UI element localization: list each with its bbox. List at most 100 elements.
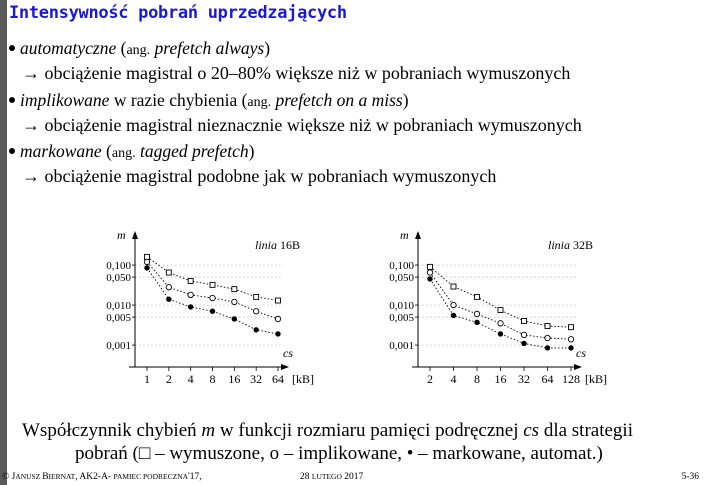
data-point-dot bbox=[209, 308, 216, 314]
data-point-dot bbox=[474, 319, 480, 326]
bullet-term: markowane bbox=[20, 141, 102, 161]
footer-text: © bbox=[2, 472, 12, 482]
x-tick-label: 8 bbox=[474, 372, 480, 386]
bullet-text: ( bbox=[116, 38, 127, 58]
y-tick-label: 0,001 bbox=[106, 340, 131, 352]
x-tick-label: 32 bbox=[518, 372, 530, 386]
bullet-effect: → obciążenie magistral o 20–80% większe … bbox=[22, 63, 571, 83]
data-point-circle bbox=[143, 258, 151, 266]
data-point-square bbox=[165, 269, 172, 276]
data-point-square bbox=[231, 286, 238, 293]
series-line-square bbox=[429, 266, 572, 328]
data-point-dot bbox=[497, 331, 504, 337]
footer-author: © Janusz Biernat, AK2-A- pamiec podreczn… bbox=[2, 472, 202, 482]
figure-caption-line1: Współczynnik chybień m w funkcji rozmiar… bbox=[22, 420, 633, 442]
data-point-dot bbox=[544, 345, 551, 351]
x-tick-label: 8 bbox=[210, 372, 216, 386]
data-point-circle bbox=[497, 320, 504, 327]
data-point-dot bbox=[253, 327, 259, 333]
data-point-dot bbox=[521, 340, 527, 347]
slide-title: Intensywność pobrań uprzedzających bbox=[9, 3, 347, 23]
footer-page-number: 5-36 bbox=[681, 472, 699, 482]
data-point-circle bbox=[450, 301, 457, 309]
data-point-square bbox=[497, 307, 504, 314]
y-axis-arrow-icon bbox=[415, 231, 421, 239]
x-tick-label: 1 bbox=[144, 372, 150, 386]
x-tick-label: 64 bbox=[272, 372, 284, 386]
data-point-square bbox=[568, 324, 574, 331]
footer-text: pamiec podreczna bbox=[113, 472, 188, 481]
y-tick-label: 0,001 bbox=[389, 340, 414, 352]
footer-text: '17, bbox=[188, 472, 202, 482]
data-point-square bbox=[450, 283, 457, 290]
data-point-square bbox=[474, 293, 480, 300]
x-tick-label: 16 bbox=[228, 372, 240, 386]
caption-text: Współczynnik chybień bbox=[22, 420, 202, 441]
annotation-value: 32B bbox=[573, 238, 593, 252]
data-point-dot bbox=[144, 265, 150, 271]
footer-text: 28 bbox=[300, 472, 312, 482]
x-axis-label: cs bbox=[576, 346, 586, 360]
x-tick-label: 2 bbox=[166, 372, 172, 386]
y-tick-label: 0,010 bbox=[106, 300, 131, 312]
data-point-circle bbox=[231, 298, 238, 306]
y-axis-arrow-icon bbox=[132, 231, 138, 239]
bullet-text: ) bbox=[248, 141, 255, 161]
data-point-circle bbox=[187, 291, 194, 298]
y-tick-label: 0,100 bbox=[106, 260, 131, 272]
bullet-tagged: markowane (ang. tagged prefetch) bbox=[9, 141, 254, 162]
data-point-square bbox=[187, 278, 194, 284]
bullet-dot-icon bbox=[9, 97, 15, 104]
x-tick-label: 4 bbox=[451, 372, 457, 386]
chart-annotation: linia 32B bbox=[548, 238, 593, 252]
footer-text: B bbox=[42, 472, 49, 482]
bullet-term: automatyczne bbox=[20, 38, 117, 58]
figure-caption-line2: pobrań (□ – wymuszone, o – implikowane, … bbox=[75, 443, 603, 464]
bullet-text: ) bbox=[402, 90, 409, 110]
data-point-square bbox=[544, 323, 551, 329]
bullet-text: ( bbox=[101, 141, 112, 161]
x-tick-label: 128 bbox=[562, 372, 580, 386]
x-tick-label: 2 bbox=[427, 372, 433, 386]
x-axis-arrow-icon bbox=[281, 364, 289, 370]
x-axis-label: cs bbox=[283, 346, 293, 360]
data-point-circle bbox=[473, 310, 481, 318]
footer-text: anusz bbox=[15, 472, 43, 481]
data-point-dot bbox=[166, 296, 172, 302]
y-tick-label: 0,005 bbox=[106, 312, 131, 324]
bullet-ang: ang. bbox=[247, 95, 272, 110]
caption-text: dla strategii bbox=[539, 420, 633, 441]
footer-text: iernat bbox=[48, 472, 76, 481]
data-point-dot bbox=[231, 316, 238, 322]
y-tick-label: 0,050 bbox=[106, 272, 131, 284]
bullet-ang: ang. bbox=[111, 146, 136, 161]
y-axis-label: m bbox=[117, 228, 126, 242]
data-point-circle bbox=[544, 334, 551, 342]
left-accent-bar bbox=[0, 0, 7, 485]
data-point-circle bbox=[274, 315, 282, 323]
x-unit-label: [kB] bbox=[292, 372, 314, 386]
bullet-eng: prefetch on a miss bbox=[275, 90, 403, 110]
data-point-square bbox=[275, 297, 281, 304]
caption-symbol-m: m bbox=[201, 420, 216, 441]
footer-text: 2017 bbox=[341, 472, 364, 482]
x-axis-arrow-icon bbox=[574, 364, 582, 370]
bullet-dot-icon bbox=[9, 45, 15, 52]
y-axis-label: m bbox=[400, 228, 409, 242]
bullet-eng: tagged prefetch bbox=[139, 141, 249, 161]
footer-text: lutego bbox=[311, 472, 342, 481]
data-point-square bbox=[209, 281, 216, 288]
data-point-square bbox=[521, 318, 527, 324]
caption-symbol-cs: cs bbox=[523, 420, 540, 441]
data-point-dot bbox=[275, 331, 281, 337]
bullet-effect: → obciążenie magistral nieznacznie więks… bbox=[22, 115, 582, 135]
bullet-dot-icon bbox=[9, 148, 15, 155]
bullet-implied: implikowane w razie chybienia (ang. pref… bbox=[9, 90, 409, 111]
chart-annotation: linia 16B bbox=[255, 238, 300, 252]
x-tick-label: 4 bbox=[188, 372, 194, 386]
footer-text: , AK2-A- bbox=[75, 472, 114, 482]
data-point-square bbox=[144, 253, 150, 260]
data-point-dot bbox=[450, 312, 457, 319]
